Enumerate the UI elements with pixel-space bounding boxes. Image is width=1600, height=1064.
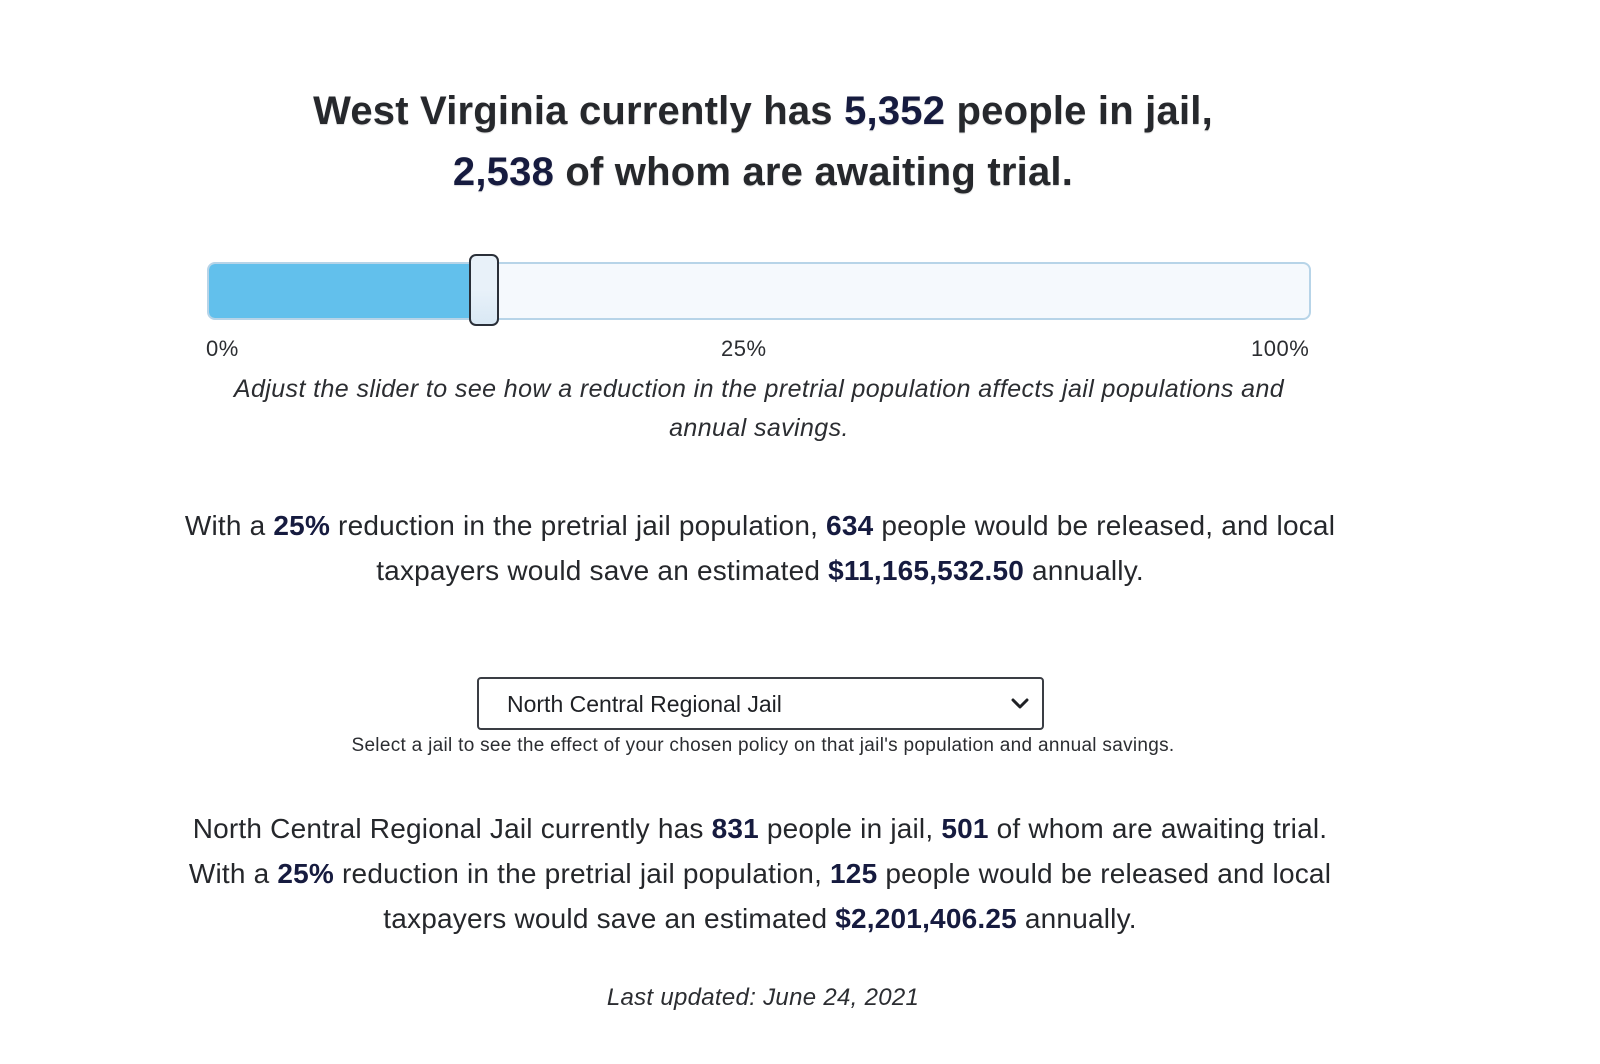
slider-tick-0: 0%	[206, 336, 239, 361]
jail-reduction-percent: 25%	[277, 858, 335, 889]
jail-select-caption: Select a jail to see the effect of your …	[351, 735, 1175, 756]
savings-amount: $11,165,532.50	[828, 555, 1025, 586]
headline-line2-suffix: of whom are awaiting trial.	[554, 150, 1074, 194]
reduction-percent: 25%	[273, 510, 331, 541]
jail-select[interactable]: North Central Regional Jail	[477, 677, 1044, 730]
jail-savings-amount: $2,201,406.25	[835, 903, 1017, 934]
jail-summary-text: North Central Regional Jail currently ha…	[192, 813, 712, 844]
jail-pretrial: 501	[941, 813, 989, 844]
jail-summary-text: people would be released and local taxpa…	[383, 858, 1332, 934]
summary-text: annually.	[1024, 555, 1144, 586]
jail-summary-text: reduction in the pretrial jail populatio…	[334, 858, 831, 889]
pretrial-population-number: 2,538	[452, 150, 555, 194]
slider-tick-current: 25%	[721, 336, 767, 361]
reduction-slider[interactable]	[207, 254, 1311, 326]
jail-released-count: 125	[830, 858, 878, 889]
summary-text: reduction in the pretrial jail populatio…	[330, 510, 827, 541]
released-count: 634	[826, 510, 874, 541]
slider-caption: Adjust the slider to see how a reduction…	[233, 375, 1285, 442]
headline-line-2: 2,538 of whom are awaiting trial.	[0, 141, 1526, 203]
slider-handle[interactable]	[469, 254, 499, 326]
headline-line-1: West Virginia currently has 5,352 people…	[0, 80, 1526, 142]
jail-summary-text: annually.	[1016, 903, 1137, 934]
last-updated: Last updated: June 24, 2021	[606, 984, 920, 1011]
headline-suffix: people in jail,	[945, 89, 1213, 133]
summary-text: With a	[184, 510, 274, 541]
jail-summary-text: of whom are awaiting trial. With a	[188, 813, 1328, 889]
statewide-summary: With a 25% reduction in the pretrial jai…	[180, 503, 1340, 593]
summary-text: people would be released, and local taxp…	[376, 510, 1336, 586]
chevron-down-icon	[1011, 698, 1029, 709]
jail-summary: North Central Regional Jail currently ha…	[180, 806, 1340, 941]
slider-fill	[209, 264, 470, 318]
headline-prefix: West Virginia currently has	[313, 89, 845, 133]
total-population-number: 5,352	[844, 89, 946, 133]
jail-summary-text: people in jail,	[758, 813, 942, 844]
jail-select-value: North Central Regional Jail	[507, 691, 782, 717]
jail-population: 831	[711, 813, 759, 844]
slider-tick-100: 100%	[1251, 336, 1310, 361]
